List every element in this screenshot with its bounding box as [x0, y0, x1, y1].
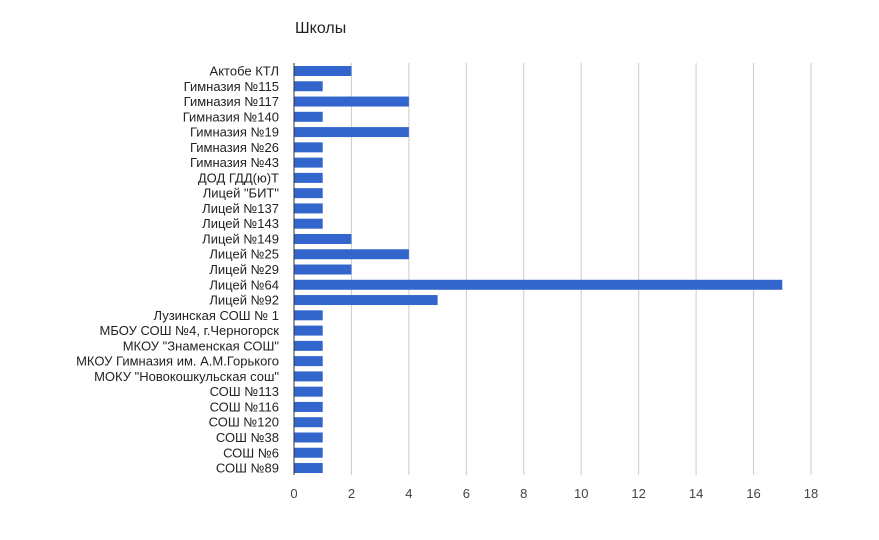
- bar: [294, 96, 409, 107]
- bar: [294, 111, 323, 122]
- category-label: Гимназия №43: [190, 155, 279, 170]
- x-tick-label: 10: [574, 486, 588, 501]
- category-label: СОШ №120: [209, 415, 279, 430]
- category-label: Лузинская СОШ № 1: [154, 308, 279, 323]
- bar: [294, 310, 323, 321]
- category-label: Лицей №25: [209, 247, 279, 262]
- bar: [294, 295, 438, 306]
- gridlines: [350, 63, 812, 475]
- x-tick-label: 6: [463, 486, 470, 501]
- category-label: Лицей №137: [202, 201, 279, 216]
- bar: [294, 142, 323, 153]
- category-label: Лицей "БИТ": [203, 186, 280, 201]
- x-tick-label: 18: [804, 486, 818, 501]
- category-label: Актобе КТЛ: [210, 64, 279, 79]
- category-label: Лицей №64: [209, 277, 279, 292]
- bar: [294, 417, 323, 428]
- bar: [294, 447, 323, 458]
- bar: [294, 340, 323, 351]
- category-label: СОШ №89: [216, 461, 279, 476]
- x-tick-labels: 0 2 4 6 8 10 12 14 16 18: [290, 486, 818, 501]
- bar: [294, 325, 323, 336]
- bar: [294, 356, 323, 367]
- bar: [294, 279, 783, 290]
- bar: [294, 463, 323, 474]
- x-tick-label: 2: [348, 486, 355, 501]
- category-label: МКОУ "Знаменская СОШ": [123, 338, 280, 353]
- bar: [294, 127, 409, 138]
- x-tick-label: 8: [520, 486, 527, 501]
- bar: [294, 386, 323, 397]
- bar: [294, 249, 409, 260]
- category-label: МОКУ "Новокошкульская сош": [94, 369, 279, 384]
- category-label: Гимназия №117: [184, 94, 279, 109]
- category-label: МКОУ Гимназия им. А.М.Горького: [76, 354, 279, 369]
- chart-title: Школы: [295, 20, 346, 37]
- category-label: Лицей №29: [209, 262, 279, 277]
- bars: [294, 66, 783, 474]
- bar: [294, 233, 352, 244]
- x-tick-label: 4: [405, 486, 412, 501]
- bar: [294, 264, 352, 275]
- bar: [294, 218, 323, 229]
- bar: [294, 203, 323, 214]
- category-label: СОШ №113: [210, 384, 279, 399]
- category-label: Гимназия №115: [184, 79, 279, 94]
- category-label: Гимназия №140: [183, 109, 279, 124]
- bar: [294, 157, 323, 168]
- x-tick-label: 12: [631, 486, 645, 501]
- category-label: Лицей №92: [209, 293, 279, 308]
- bar: [294, 432, 323, 443]
- bar: [294, 371, 323, 382]
- x-tick-label: 14: [689, 486, 703, 501]
- category-label: Гимназия №26: [190, 140, 279, 155]
- bar: [294, 401, 323, 412]
- bar: [294, 188, 323, 199]
- x-tick-label: 16: [746, 486, 760, 501]
- category-label: СОШ №6: [223, 445, 279, 460]
- category-label: Гимназия №19: [190, 125, 279, 140]
- bar: [294, 81, 323, 92]
- category-label: СОШ №38: [216, 430, 279, 445]
- bar: [294, 66, 352, 76]
- x-tick-label: 0: [290, 486, 297, 501]
- category-label: СОШ №116: [210, 399, 279, 414]
- bar: [294, 172, 323, 183]
- category-label: Лицей №143: [202, 216, 279, 231]
- category-label: ДОД ГДД(ю)Т: [198, 170, 279, 185]
- category-label: МБОУ СОШ №4, г.Черногорск: [100, 323, 280, 338]
- category-label: Лицей №149: [202, 231, 279, 246]
